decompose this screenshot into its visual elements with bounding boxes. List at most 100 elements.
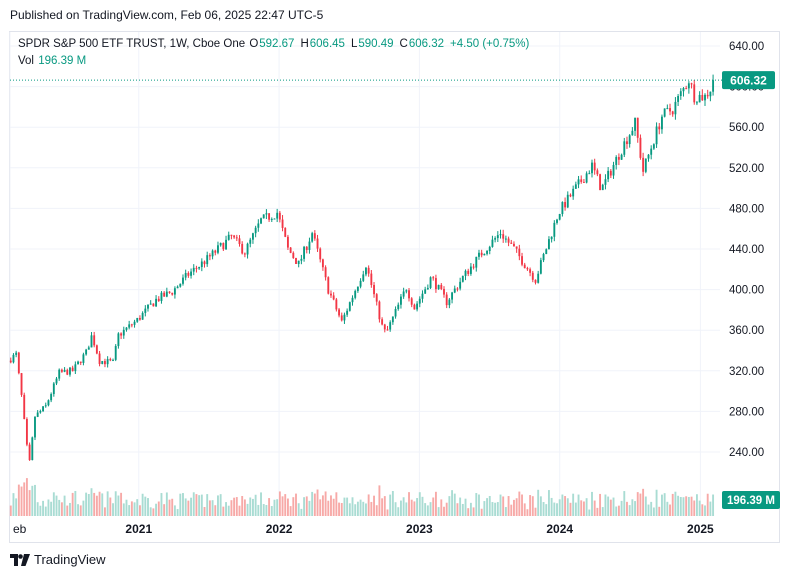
- candle-body: [338, 309, 340, 316]
- published-caption: Published on TradingView.com, Feb 06, 20…: [10, 8, 324, 22]
- volume-bar: [25, 478, 28, 516]
- legend-vol-value: 196.39 M: [38, 55, 87, 67]
- candle-body: [60, 369, 63, 372]
- candle-body: [453, 288, 456, 293]
- volume-bar: [292, 497, 295, 516]
- volume-bar: [397, 507, 400, 516]
- volume-bar: [526, 509, 529, 516]
- candle-body: [572, 188, 575, 197]
- candle-body: [631, 130, 634, 136]
- candle-body: [160, 292, 163, 301]
- volume-bar: [523, 503, 526, 516]
- volume-bar: [663, 493, 666, 516]
- volume-bar: [674, 491, 677, 516]
- candle-body: [383, 324, 386, 330]
- volume-bar: [389, 494, 392, 516]
- candle-body: [391, 316, 394, 323]
- candle-body: [652, 144, 655, 149]
- candle-body: [445, 294, 448, 306]
- volume-bar: [604, 494, 607, 516]
- volume-bar: [47, 499, 50, 516]
- volume-bar: [128, 505, 131, 516]
- volume-bar: [652, 507, 655, 516]
- volume-bar: [163, 504, 166, 516]
- volume-bar: [356, 501, 359, 516]
- volume-bar: [483, 501, 486, 516]
- volume-bar: [260, 492, 262, 516]
- candle-body: [125, 327, 128, 330]
- footer-brand[interactable]: TradingView: [34, 552, 106, 567]
- candle-body: [90, 335, 93, 348]
- volume-bar: [66, 505, 69, 516]
- volume-bar: [335, 492, 338, 516]
- tradingview-logo-icon[interactable]: [10, 553, 30, 566]
- candle-body: [685, 88, 688, 90]
- candle-body: [34, 416, 36, 438]
- volume-bar: [281, 496, 284, 516]
- volume-bar: [155, 503, 158, 516]
- volume-bar: [208, 500, 211, 516]
- candle-body: [157, 298, 160, 301]
- candle-body: [496, 235, 499, 239]
- volume-bar: [704, 505, 706, 516]
- candle-body: [486, 251, 488, 254]
- candle-body: [138, 317, 141, 320]
- volume-bar: [507, 496, 510, 516]
- volume-bar: [650, 501, 653, 516]
- volume-bar: [365, 503, 367, 516]
- candle-body: [52, 383, 55, 395]
- volume-bar: [187, 500, 190, 516]
- candle-body: [71, 367, 74, 372]
- volume-bar: [95, 495, 98, 516]
- volume-bar: [367, 494, 370, 516]
- candle-body: [289, 247, 292, 253]
- volume-bar: [394, 502, 397, 516]
- footer: TradingView: [10, 552, 106, 567]
- candle-body: [553, 222, 556, 237]
- candle-body: [114, 346, 117, 360]
- candle-body: [617, 157, 620, 160]
- volume-bar: [607, 496, 610, 516]
- candle-body: [55, 378, 58, 384]
- candle-body: [507, 238, 510, 243]
- volume-bar: [114, 491, 117, 516]
- candle-body: [211, 250, 214, 257]
- volume-bar: [510, 504, 513, 516]
- candle-body: [93, 335, 96, 346]
- candle-body: [254, 227, 257, 234]
- legend-symbol[interactable]: SPDR S&P 500 ETF TRUST, 1W, Cboe One: [18, 38, 246, 50]
- candle-body: [31, 437, 34, 461]
- candle-body: [604, 179, 607, 185]
- candle-body: [424, 289, 427, 294]
- candle-body: [23, 394, 26, 420]
- candle-body: [217, 245, 219, 253]
- volume-bar: [125, 499, 128, 516]
- volume-bar: [593, 500, 596, 516]
- volume-bar: [214, 505, 217, 516]
- volume-bar: [179, 493, 182, 516]
- volume-bar: [176, 509, 179, 516]
- candle-body: [615, 157, 618, 165]
- candle-body: [612, 164, 615, 176]
- volume-bar: [569, 502, 572, 516]
- candle-body: [152, 303, 155, 307]
- candle-body: [200, 261, 203, 268]
- volume-bar: [297, 503, 300, 516]
- volume-bar: [34, 484, 36, 516]
- candle-body: [206, 255, 209, 265]
- volume-bar: [289, 506, 292, 516]
- volume-bar: [130, 501, 133, 516]
- volume-bar: [620, 500, 623, 516]
- candle-body: [36, 412, 39, 417]
- candle-body: [599, 174, 602, 191]
- volume-bar: [478, 494, 480, 516]
- candle-body: [136, 317, 139, 322]
- candle-body: [526, 268, 529, 270]
- candle-body: [87, 347, 90, 350]
- volume-bar: [521, 494, 523, 516]
- volume-bar: [319, 499, 322, 516]
- candle-body: [642, 157, 645, 172]
- volume-bar: [634, 501, 636, 516]
- volume-bar: [491, 502, 494, 516]
